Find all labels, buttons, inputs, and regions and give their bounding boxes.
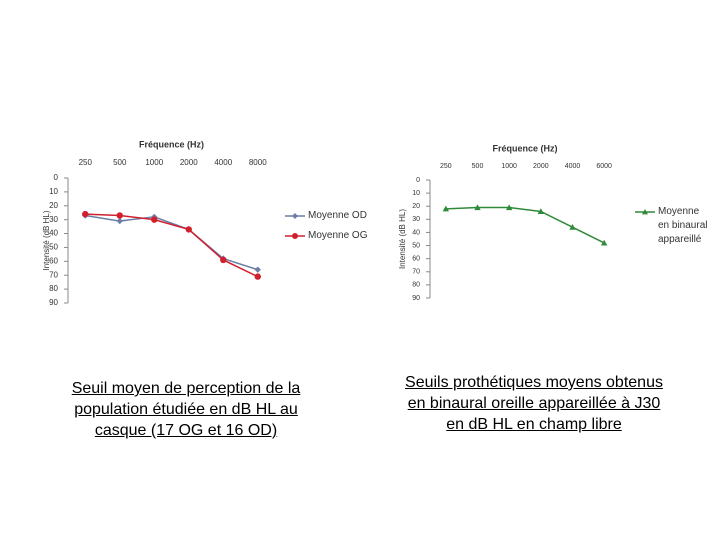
x-tick-label: 1000: [145, 158, 163, 167]
data-point: [254, 266, 261, 273]
y-tick-label: 40: [49, 229, 58, 238]
x-tick-label: 2000: [533, 163, 549, 170]
x-tick-label: 250: [440, 163, 452, 170]
x-tick-label: 4000: [214, 158, 232, 167]
data-point: [116, 217, 123, 225]
y-tick-label: 10: [49, 187, 58, 196]
y-tick-label: 90: [412, 295, 420, 302]
data-point: [442, 205, 450, 212]
series-line: [85, 214, 258, 271]
y-tick-label: 70: [49, 270, 58, 279]
chart-title: Fréquence (Hz): [139, 139, 204, 149]
y-tick-label: 60: [412, 256, 420, 263]
x-tick-label: 1000: [501, 163, 517, 170]
y-tick-label: 20: [49, 201, 58, 210]
series-line: [85, 213, 259, 278]
y-tick-label: 10: [412, 190, 420, 197]
legend-label: Moyenne en binaural appareillé: [658, 206, 708, 245]
y-tick-label: 30: [49, 215, 58, 224]
x-tick-label: 8000: [249, 158, 267, 167]
data-point: [116, 212, 123, 219]
y-axis-label: Intensité (dB HL): [42, 210, 51, 270]
x-tick-label: 500: [113, 158, 127, 167]
legend-label: Moyenne OG: [308, 230, 368, 241]
legend-marker: [292, 213, 298, 219]
legend-marker: [292, 233, 298, 239]
data-point: [151, 216, 158, 223]
data-point: [537, 208, 545, 215]
data-point: [505, 204, 513, 211]
y-tick-label: 20: [412, 203, 420, 210]
y-axis-label: Intensité (dB HL): [398, 209, 407, 269]
data-point: [82, 210, 89, 218]
data-point: [600, 239, 608, 246]
y-tick-label: 80: [49, 284, 58, 293]
x-tick-label: 6000: [596, 163, 612, 170]
legend-label: Moyenne OD: [308, 210, 367, 221]
y-tick-label: 80: [412, 282, 420, 289]
caption: Seuils prothétiques moyens obtenus en bi…: [405, 374, 663, 433]
caption: Seuil moyen de perception de la populati…: [71, 380, 301, 439]
x-tick-label: 500: [472, 163, 484, 170]
data-point: [185, 226, 192, 233]
y-tick-label: 50: [49, 243, 58, 252]
y-tick-label: 30: [412, 216, 420, 223]
y-tick-label: 90: [49, 298, 58, 307]
x-tick-label: 250: [79, 158, 93, 167]
legend-marker: [642, 209, 648, 215]
y-tick-label: 40: [412, 229, 420, 236]
data-point: [474, 204, 481, 211]
y-tick-label: 50: [412, 242, 420, 249]
chart-title: Fréquence (Hz): [492, 143, 557, 153]
y-tick-label: 60: [49, 256, 58, 265]
data-point: [254, 273, 261, 280]
y-tick-label: 0: [54, 173, 59, 182]
x-tick-label: 2000: [180, 158, 198, 167]
data-point: [220, 256, 227, 264]
y-tick-label: 70: [412, 269, 420, 276]
series-line: [445, 206, 605, 244]
data-point: [569, 224, 576, 230]
x-tick-label: 4000: [565, 163, 581, 170]
y-tick-label: 0: [416, 177, 420, 184]
